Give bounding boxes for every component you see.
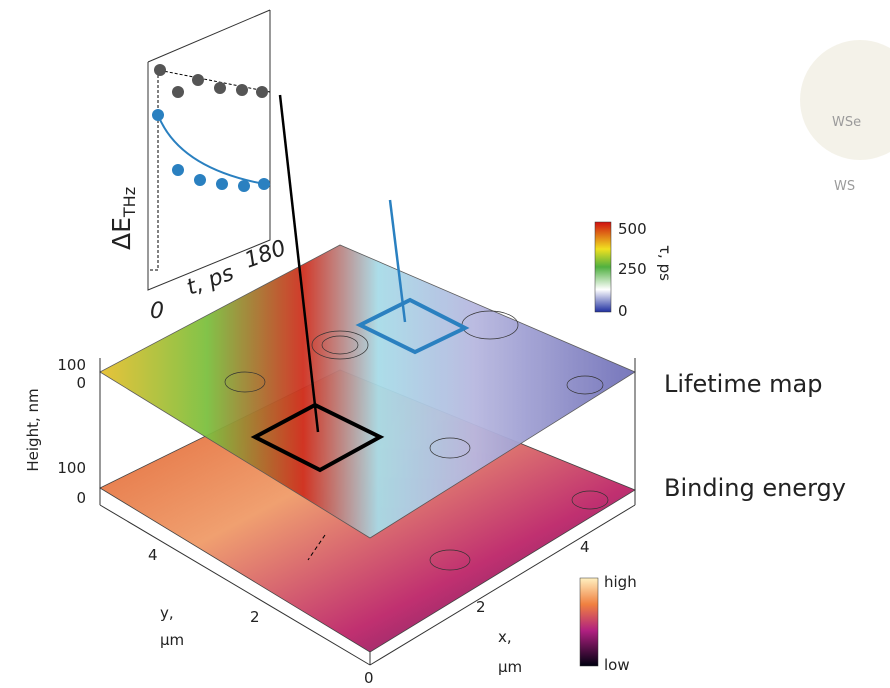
frame	[99, 358, 636, 666]
y-tick: 2	[250, 608, 260, 626]
inset-x-tick: 180	[242, 236, 290, 274]
y-label: μm	[160, 631, 184, 649]
colorbar-tick: 0	[618, 302, 628, 320]
arrow	[307, 534, 326, 561]
height-tick: 100	[57, 356, 86, 374]
region-box	[355, 297, 470, 355]
inset-y-sub: THz	[120, 187, 139, 218]
height-tick: 0	[76, 489, 86, 507]
colorbar-tick: high	[604, 573, 637, 591]
colorbar-tick: 250	[618, 260, 647, 278]
layer-label: Lifetime map	[664, 370, 822, 398]
x-tick: 2	[476, 598, 486, 616]
y-tick: 4	[148, 546, 158, 564]
x-label: x,	[498, 628, 512, 646]
inset-x-label: t, ps	[184, 261, 238, 301]
faded-label: WSe	[832, 115, 861, 130]
lifetime-colorbar	[594, 221, 612, 313]
inset-y-main: ΔE	[107, 217, 136, 250]
height-label: Height, nm	[24, 388, 42, 471]
region-box	[250, 402, 385, 473]
contours	[224, 310, 609, 571]
inset: ΔETHz 0 t, ps 180	[107, 9, 290, 324]
colorbar-tick: 500	[618, 220, 647, 238]
faded-panel: WSe WS	[800, 40, 890, 194]
arrow	[278, 94, 320, 433]
inset-x-tick: 0	[150, 299, 164, 324]
energy-colorbar	[579, 577, 599, 667]
height-tick: 100	[57, 459, 86, 477]
faded-label: WS	[834, 179, 855, 194]
layer-label: Binding energy	[664, 474, 846, 502]
height-tick: 0	[76, 374, 86, 392]
x-label: μm	[498, 658, 522, 676]
inset-y-label: ΔETHz	[107, 187, 139, 250]
colorbar-tick: low	[604, 656, 630, 674]
arrow	[388, 199, 407, 323]
origin-tick: 0	[364, 669, 374, 687]
y-label: y,	[160, 604, 174, 622]
x-tick: 4	[580, 538, 590, 556]
colorbar-label: τ, ps	[656, 245, 674, 281]
